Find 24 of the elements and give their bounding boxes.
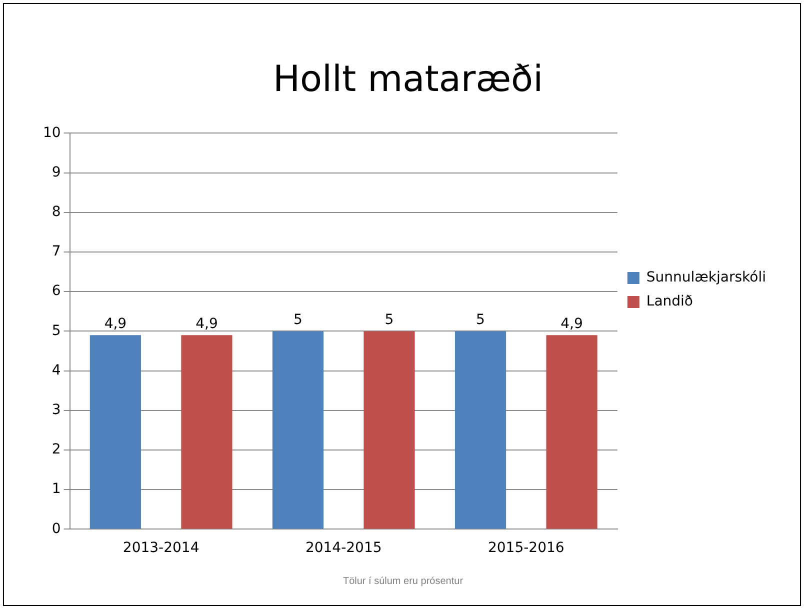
y-tick-label: 1 xyxy=(52,481,61,498)
chart-title: Hollt mataræði xyxy=(272,58,544,100)
data-label: 5 xyxy=(476,312,485,328)
x-tick-label: 2015-2016 xyxy=(488,540,564,556)
y-tick-label: 5 xyxy=(52,322,61,339)
y-tick-label: 7 xyxy=(52,244,61,260)
data-label: 4,9 xyxy=(104,316,127,332)
data-label: 5 xyxy=(384,312,394,328)
data-label: 4,9 xyxy=(560,316,583,332)
legend-label: Landið xyxy=(646,294,693,310)
y-tick-label: 6 xyxy=(52,283,61,300)
x-tick-label: 2014-2015 xyxy=(305,540,382,556)
data-label: 4,9 xyxy=(196,316,218,332)
y-tick-label: 10 xyxy=(42,124,61,141)
x-tick-label: 2013-2014 xyxy=(122,540,200,556)
y-tick-label: 8 xyxy=(52,204,61,220)
y-tick-label: 4 xyxy=(52,362,61,378)
legend-label: Sunnulækjarskóli xyxy=(646,270,766,286)
y-tick-label: 3 xyxy=(52,402,61,418)
y-tick-label: 0 xyxy=(52,520,61,537)
data-label: 5 xyxy=(294,312,302,328)
y-tick-label: 9 xyxy=(52,164,61,180)
y-tick-label: 2 xyxy=(52,442,61,458)
text: Tölur í súlum eru prósentur xyxy=(342,576,464,587)
